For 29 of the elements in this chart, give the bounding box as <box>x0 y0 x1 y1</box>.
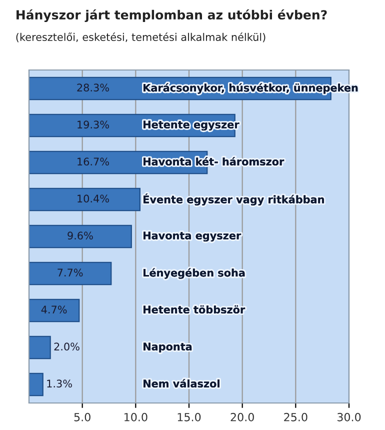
data-label: 2.0% <box>54 342 80 351</box>
y-tick-label: Nem válaszol <box>144 379 220 388</box>
x-tick-label: 25.0 <box>284 412 308 422</box>
bar <box>29 188 140 212</box>
bar <box>29 262 112 286</box>
y-tick-label: Lényegében soha <box>144 268 245 279</box>
data-label: 7.7% <box>58 268 83 277</box>
bar <box>29 372 44 396</box>
x-tick-label: 5.0 <box>74 412 90 422</box>
data-label: 10.4% <box>78 194 109 203</box>
x-tick-label: 10.0 <box>124 412 148 422</box>
x-tick-label: 20.0 <box>230 412 254 422</box>
y-tick-label: Havonta egyszer <box>144 232 242 242</box>
x-tick-label: 15.0 <box>178 412 201 422</box>
data-label: 28.3% <box>77 84 109 92</box>
data-label: 19.3% <box>78 120 109 129</box>
y-tick-label: Hetente többször <box>144 305 246 314</box>
bar <box>29 336 51 360</box>
data-label: 4.7% <box>41 306 67 314</box>
data-label: 9.6% <box>68 232 93 240</box>
bar <box>29 298 80 322</box>
chart-subtitle: (keresztelői, esketési, temetési alkalmak nélkül) <box>16 32 266 42</box>
y-tick-label: Évente egyszer vagy ritkábban <box>144 194 324 206</box>
chart-title: Hányszor járt templomban az utóbbi évben? <box>16 9 327 22</box>
bar <box>29 224 132 248</box>
data-label: 16.7% <box>78 158 109 166</box>
x-tick-label: 30.0 <box>337 412 361 422</box>
data-label: 1.3% <box>47 380 72 388</box>
y-tick-label: Naponta <box>144 342 192 353</box>
